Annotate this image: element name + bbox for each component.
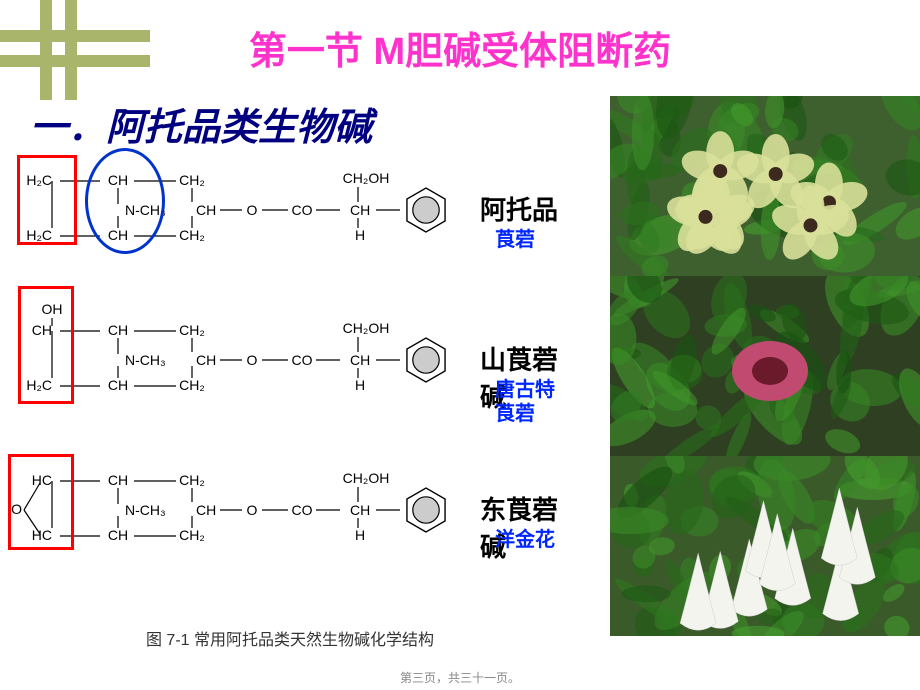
plant-photo-1 [610, 96, 920, 276]
svg-text:CH: CH [350, 202, 370, 218]
svg-text:CH₂OH: CH₂OH [343, 170, 390, 186]
svg-text:O: O [247, 352, 258, 368]
svg-text:N-CH₃: N-CH₃ [125, 502, 166, 518]
plant-photo-column [610, 96, 920, 636]
svg-text:CH: CH [196, 202, 216, 218]
svg-text:CO: CO [292, 202, 313, 218]
page-title: 第一节 M胆碱受体阻断药 [0, 20, 920, 75]
svg-text:CH: CH [108, 527, 128, 543]
slide-footer: 第三页，共三十一页。 [0, 669, 920, 686]
svg-text:H: H [355, 227, 365, 243]
svg-text:CH: CH [350, 502, 370, 518]
svg-text:CH: CH [108, 377, 128, 393]
compound-row-3: HCHCOCHCHN-CH₃CH₂CH₂CHOCOCHCH₂OHH东莨菪碱洋金花 [10, 450, 570, 600]
highlight-redbox [17, 155, 77, 245]
section-heading: 一．阿托品类生物碱 [30, 96, 372, 151]
drug-name-label: 阿托品 [480, 190, 558, 227]
compound-row-1: H₂CH₂CCHCHN-CH₃CH₂CH₂CHOCOCHCH₂OHH阿托品莨菪 [10, 150, 570, 300]
svg-text:CH: CH [350, 352, 370, 368]
svg-text:H: H [355, 527, 365, 543]
svg-text:CH₂OH: CH₂OH [343, 470, 390, 486]
chemistry-diagram-area: H₂CH₂CCHCHN-CH₃CH₂CH₂CHOCOCHCH₂OHH阿托品莨菪 … [10, 150, 570, 650]
plant-name-label: 莨菪 [495, 228, 535, 252]
svg-text:CH₂: CH₂ [179, 172, 205, 188]
svg-text:CH₂OH: CH₂OH [343, 320, 390, 336]
svg-text:CO: CO [292, 352, 313, 368]
svg-text:CH: CH [108, 322, 128, 338]
svg-text:H: H [355, 377, 365, 393]
svg-text:CO: CO [292, 502, 313, 518]
svg-text:CH₂: CH₂ [179, 322, 205, 338]
highlight-bluecircle [85, 148, 165, 254]
svg-text:CH₂: CH₂ [179, 377, 205, 393]
compound-row-2: OHCHH₂CCHCHN-CH₃CH₂CH₂CHOCOCHCH₂OHH山莨菪碱唐… [10, 300, 570, 450]
plant-name-label: 洋金花 [495, 528, 555, 552]
svg-text:CH₂: CH₂ [179, 227, 205, 243]
svg-text:CH: CH [108, 472, 128, 488]
highlight-redbox [18, 286, 74, 404]
highlight-redbox [8, 454, 74, 550]
svg-text:CH₂: CH₂ [179, 527, 205, 543]
figure-caption: 图 7-1 常用阿托品类天然生物碱化学结构 [10, 626, 570, 650]
svg-text:CH: CH [196, 502, 216, 518]
svg-text:O: O [247, 502, 258, 518]
plant-photo-2 [610, 276, 920, 456]
svg-text:CH: CH [196, 352, 216, 368]
svg-text:O: O [247, 202, 258, 218]
plant-name-label: 唐古特 莨菪 [495, 378, 555, 426]
drug-name-label: 东莨菪碱 [480, 490, 570, 564]
svg-text:N-CH₃: N-CH₃ [125, 352, 166, 368]
plant-photo-3 [610, 456, 920, 636]
svg-text:CH₂: CH₂ [179, 472, 205, 488]
